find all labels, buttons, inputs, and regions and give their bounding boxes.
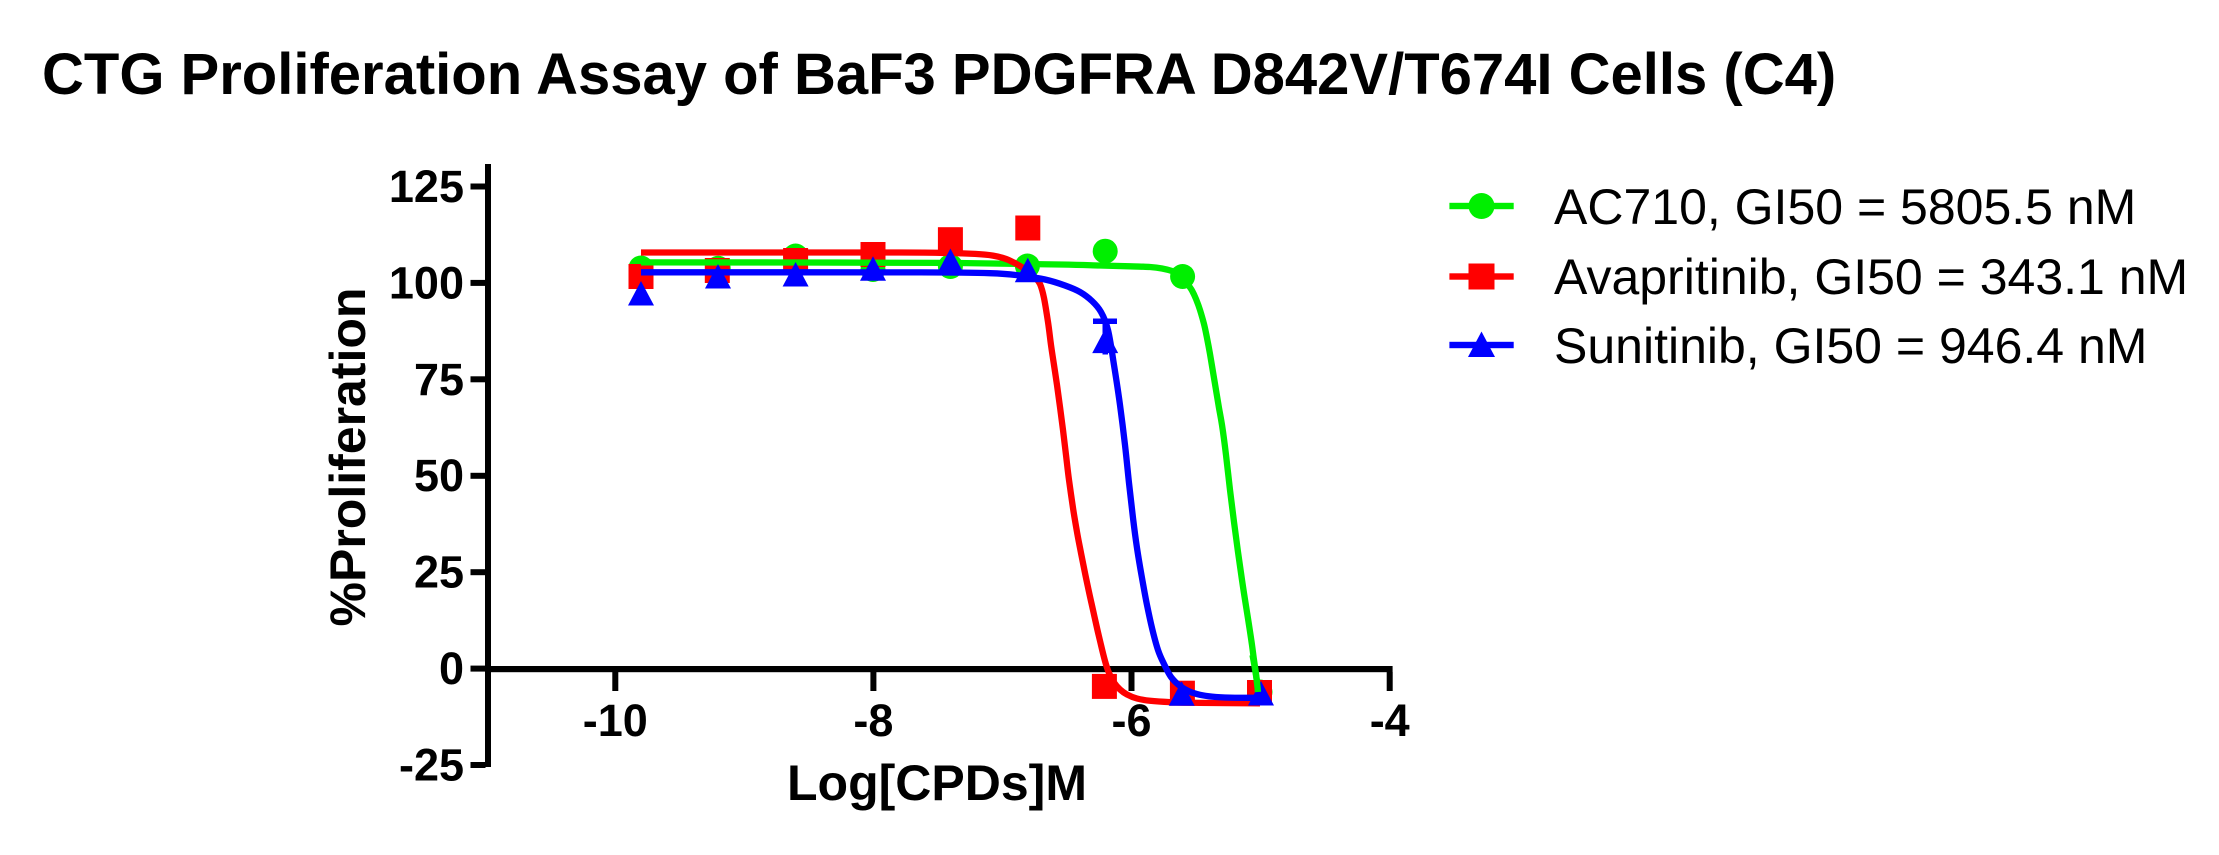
svg-text:75: 75 <box>414 354 464 405</box>
svg-text:Sunitinib, GI50 = 946.4 nM: Sunitinib, GI50 = 946.4 nM <box>1554 318 2147 374</box>
svg-text:Log[CPDs]M: Log[CPDs]M <box>787 755 1087 811</box>
svg-text:50: 50 <box>414 450 464 501</box>
svg-text:25: 25 <box>414 547 464 598</box>
svg-text:125: 125 <box>389 161 464 212</box>
svg-text:-6: -6 <box>1111 695 1151 746</box>
svg-text:100: 100 <box>389 257 464 308</box>
svg-text:Avapritinib, GI50 = 343.1 nM: Avapritinib, GI50 = 343.1 nM <box>1554 249 2188 305</box>
svg-text:0: 0 <box>439 643 464 694</box>
svg-text:CTG Proliferation Assay of BaF: CTG Proliferation Assay of BaF3 PDGFRA D… <box>42 42 1836 107</box>
svg-text:-8: -8 <box>853 695 893 746</box>
svg-text:%Proliferation: %Proliferation <box>320 288 376 627</box>
svg-text:-10: -10 <box>583 695 648 746</box>
svg-text:-4: -4 <box>1370 695 1410 746</box>
svg-text:AC710, GI50 = 5805.5 nM: AC710, GI50 = 5805.5 nM <box>1554 179 2136 235</box>
svg-text:-25: -25 <box>399 740 464 791</box>
